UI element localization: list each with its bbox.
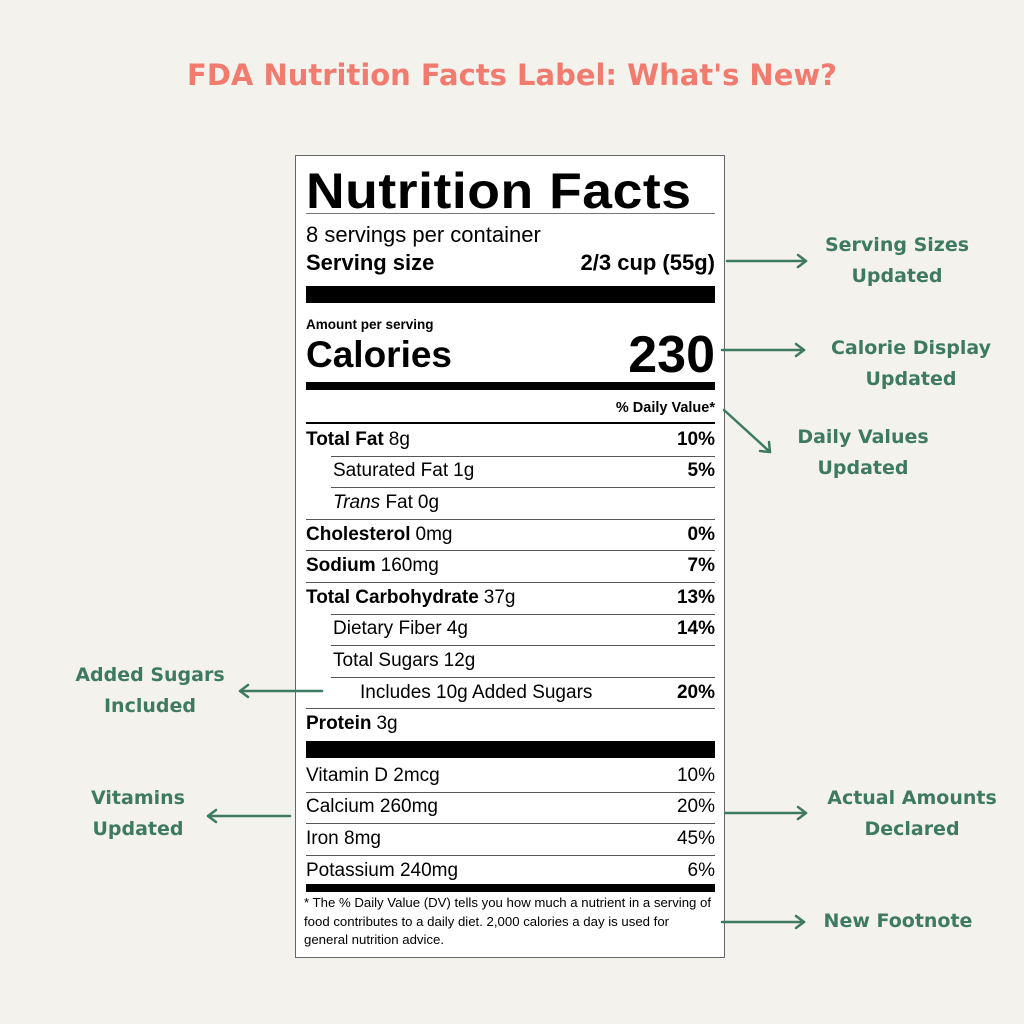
calories-value: 230 (628, 326, 715, 384)
dv-header-text: % Daily Value* (615, 400, 715, 416)
vitamin-name: Vitamin D 2mcg (306, 764, 440, 786)
label-heading: Nutrition Facts (306, 163, 692, 219)
vitamin-dv: 45% (676, 827, 715, 849)
nutrient-dv: 5% (687, 460, 715, 482)
nutrient-dv: 10% (676, 428, 715, 450)
divider (331, 455, 715, 457)
nutrient-dv: 0% (687, 523, 715, 545)
nutrient-name: Sodium 160mg (306, 555, 439, 577)
nutrient-row: Protein 3g (306, 708, 715, 740)
medium-divider (306, 884, 715, 892)
arrow-calorie-display (720, 342, 806, 358)
vitamin-row: Vitamin D 2mcg 10% (306, 760, 715, 792)
nutrient-name: Total Fat 8g (306, 428, 410, 450)
nutrient-dv: 7% (687, 555, 715, 577)
divider (306, 854, 715, 856)
nutrient-row: Dietary Fiber 4g 14% (306, 614, 715, 646)
calories-row: Calories 230 (306, 326, 715, 384)
nutrient-row: Trans Fat 0g (306, 487, 715, 519)
serving-size-value: 2/3 cup (55g) (580, 250, 715, 275)
vitamin-row: Potassium 240mg 6% (306, 855, 715, 887)
annotation-daily-values: Daily Values Updated (797, 426, 929, 479)
divider (306, 213, 715, 214)
vitamin-row: Calcium 260mg 20% (306, 792, 715, 824)
nutrient-name: Protein 3g (306, 713, 398, 735)
divider (306, 582, 715, 583)
divider (331, 613, 715, 615)
nutrient-row: Sodium 160mg 7% (306, 550, 715, 582)
nutrient-name: Trans Fat 0g (333, 491, 440, 513)
annotation-actual-amounts: Actual Amounts Declared (827, 787, 997, 840)
annotation-added-sugars: Added Sugars Included (75, 664, 225, 717)
vitamin-dv: 20% (676, 796, 715, 818)
divider (306, 708, 715, 710)
nutrient-row: Total Carbohydrate 37g 13% (306, 582, 715, 614)
thick-divider (306, 741, 715, 758)
divider (306, 422, 715, 424)
nutrient-dv: 20% (676, 681, 715, 703)
amount-per-serving-text: Amount per serving (306, 316, 434, 332)
divider (306, 791, 715, 793)
nutrient-name: Saturated Fat 1g (333, 460, 475, 482)
thick-divider (306, 286, 715, 303)
servings-text: 8 servings per container (306, 222, 541, 247)
divider (331, 487, 715, 489)
divider (306, 518, 715, 520)
vitamin-name: Calcium 260mg (306, 796, 438, 818)
annotation-serving-sizes: Serving Sizes Updated (824, 234, 970, 287)
nutrient-row: Cholesterol 0mg 0% (306, 519, 715, 551)
annotation-calorie-display: Calorie Display Updated (830, 337, 992, 390)
vitamin-name: Iron 8mg (306, 827, 381, 849)
divider (306, 823, 715, 825)
nutrient-row: Total Fat 8g 10% (306, 424, 715, 456)
nutrient-dv: 14% (676, 618, 715, 640)
nutrient-name: Includes 10g Added Sugars (360, 681, 593, 703)
vitamin-row: Iron 8mg 45% (306, 823, 715, 855)
calories-label: Calories (306, 334, 453, 375)
nutrient-name: Dietary Fiber 4g (333, 618, 468, 640)
divider (306, 550, 715, 552)
nutrient-dv: 13% (676, 586, 715, 608)
nutrient-name: Cholesterol 0mg (306, 523, 453, 545)
nutrient-row: Total Sugars 12g (306, 645, 715, 677)
serving-size-label: Serving size (306, 250, 435, 275)
amount-per-serving: Amount per serving (306, 316, 715, 332)
page-title: FDA Nutrition Facts Label: What's New? (187, 58, 837, 92)
nutrient-row: Saturated Fat 1g 5% (306, 456, 715, 488)
arrow-actual-amounts (723, 805, 808, 821)
nutrient-row: Includes 10g Added Sugars 20% (306, 677, 715, 709)
divider (331, 645, 715, 647)
medium-divider (306, 382, 715, 390)
arrow-serving-sizes (725, 253, 808, 269)
servings-per-container: 8 servings per container (306, 222, 715, 248)
nutrition-facts-label: Nutrition Facts 8 servings per container… (295, 155, 725, 958)
footnote: * The % Daily Value (DV) tells you how m… (304, 895, 712, 947)
daily-value-header: % Daily Value* (306, 398, 715, 418)
vitamin-dv: 10% (676, 764, 715, 786)
vitamin-dv: 6% (687, 859, 715, 881)
arrow-daily-values (722, 408, 772, 454)
arrow-vitamins (206, 808, 292, 824)
nutrient-name: Total Carbohydrate 37g (306, 586, 516, 608)
divider (331, 676, 715, 678)
serving-size-row: Serving size 2/3 cup (55g) (306, 250, 715, 276)
annotation-vitamins: Vitamins Updated (91, 787, 185, 840)
arrow-added-sugars (238, 683, 324, 699)
nutrient-name: Total Sugars 12g (333, 649, 476, 671)
annotation-new-footnote: New Footnote (823, 910, 973, 932)
vitamin-name: Potassium 240mg (306, 859, 459, 881)
arrow-new-footnote (720, 914, 806, 930)
